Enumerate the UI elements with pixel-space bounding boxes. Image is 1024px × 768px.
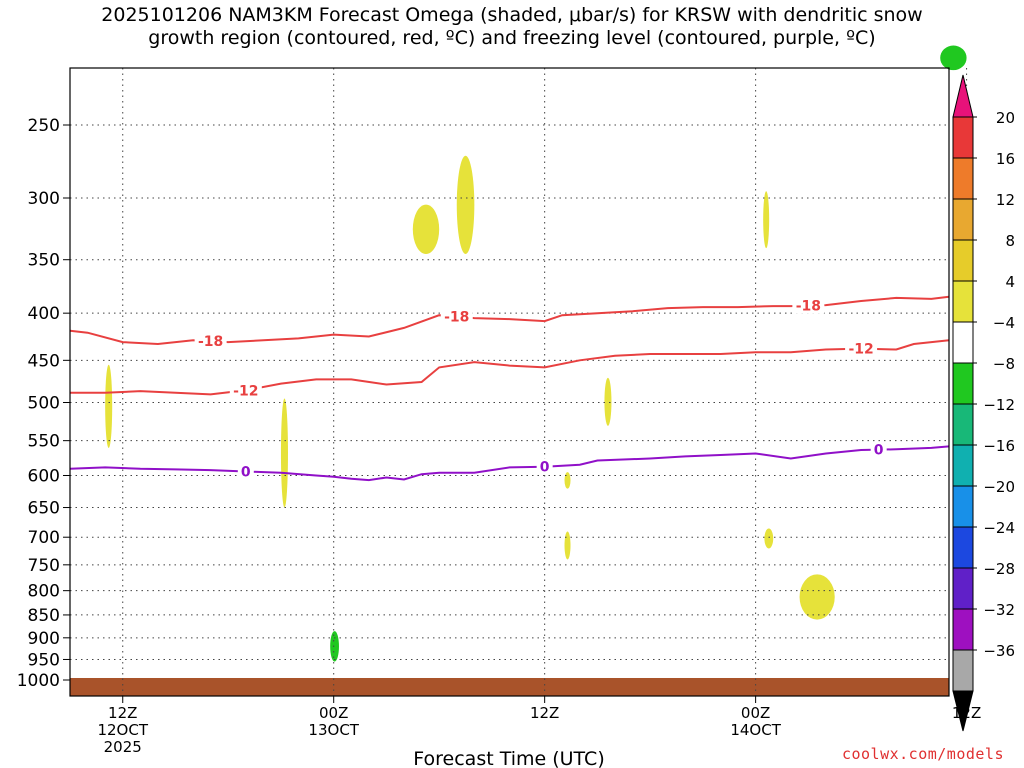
colorbar-swatch-12 (952, 608, 974, 651)
colorbar-swatch-4 (952, 280, 974, 323)
contour-label-1-1: -12 (848, 342, 873, 358)
colorbar-swatch-10 (952, 526, 974, 569)
y-tick-label-800: 800 (28, 582, 60, 602)
omega-region-0 (105, 364, 113, 448)
colorbar-label-6: −8 (993, 355, 1015, 373)
y-axis-ticks: 250 300 350 400 450 500 550 600 650 700 750 800 850 9… (17, 116, 70, 691)
y-tick-label-650: 650 (28, 499, 60, 519)
contour-label-1-0: -12 (233, 383, 258, 399)
y-tick-label-700: 700 (28, 528, 60, 548)
y-tick-label-500: 500 (28, 394, 60, 414)
colorbar-label-0: 20 (996, 109, 1015, 127)
x-tick-label-12-1: 13OCT (308, 721, 359, 739)
colorbar-swatch-0 (952, 116, 974, 159)
omega-region-4 (564, 472, 571, 489)
x-tick-label-0-1: 12OCT (97, 721, 148, 739)
surface-fill (70, 677, 949, 696)
x-tick-label-36-0: 00Z (741, 704, 770, 722)
contour-label-2-1: 0 (540, 460, 550, 476)
contour-label-0-0: -18 (198, 334, 223, 350)
omega-region-11 (940, 45, 967, 71)
omega-region-2 (412, 204, 440, 254)
omega-region-1 (280, 398, 288, 508)
colorbar-label-5: −4 (993, 314, 1015, 332)
colorbar-bottom-arrow (952, 690, 974, 732)
colorbar-label-9: −20 (983, 478, 1015, 496)
colorbar-label-10: −24 (983, 519, 1015, 537)
chart-title-line1: 2025101206 NAM3KM Forecast Omega (shaded… (101, 4, 923, 26)
y-tick-label-600: 600 (28, 466, 60, 486)
x-tick-label-0-2: 2025 (104, 738, 142, 756)
temperature-contours: -18 -18 -18 -12 -12 0 0 0 (69, 295, 950, 482)
colorbar-swatch-11 (952, 567, 974, 610)
colorbar-swatch-2 (952, 198, 974, 241)
colorbar-label-2: 12 (996, 191, 1015, 209)
y-tick-label-850: 850 (28, 606, 60, 626)
colorbar-swatch-13 (952, 649, 974, 692)
x-tick-label-24-0: 12Z (530, 704, 559, 722)
y-tick-label-950: 950 (28, 650, 60, 670)
omega-region-6 (604, 377, 612, 426)
y-tick-label-900: 900 (28, 629, 60, 649)
surface-ground (70, 677, 949, 696)
y-tick-label-450: 450 (28, 351, 60, 371)
colorbar-swatch-9 (952, 485, 974, 528)
omega-colorbar: 20 16 12 8 4 −4 −8 −12 −16 −20 −24 −28 −32 −36 (952, 74, 1015, 732)
colorbar-swatch-8 (952, 444, 974, 487)
colorbar-label-7: −12 (983, 396, 1015, 414)
colorbar-label-13: −36 (983, 642, 1015, 660)
plot-frame (69, 67, 950, 697)
omega-shaded-regions (105, 45, 967, 662)
x-tick-label-12-0: 00Z (319, 704, 348, 722)
credit-text: coolwx.com/models (841, 745, 1004, 763)
colorbar-swatch-6 (952, 362, 974, 405)
omega-region-10 (330, 631, 339, 662)
colorbar-label-3: 8 (1005, 232, 1015, 250)
x-tick-label-0-0: 12Z (108, 704, 137, 722)
colorbar-swatch-5 (952, 321, 974, 364)
y-tick-label-250: 250 (28, 116, 60, 136)
omega-region-5 (564, 531, 571, 560)
y-tick-label-550: 550 (28, 432, 60, 452)
colorbar-label-12: −32 (983, 601, 1015, 619)
contour-label-0-2: -18 (796, 299, 821, 315)
colorbar-label-8: −16 (983, 437, 1015, 455)
contour-line-1 (70, 339, 950, 396)
colorbar-top-arrow (952, 74, 974, 118)
colorbar-label-11: −28 (983, 560, 1015, 578)
contour-line-2 (69, 445, 950, 482)
omega-region-8 (764, 528, 774, 549)
colorbar-swatch-3 (952, 239, 974, 282)
x-axis-label: Forecast Time (UTC) (413, 748, 604, 768)
y-tick-label-350: 350 (28, 251, 60, 271)
omega-region-9 (799, 574, 835, 620)
contour-label-0-1: -18 (444, 310, 469, 326)
omega-region-3 (456, 155, 475, 254)
colorbar-swatch-1 (952, 157, 974, 200)
y-tick-label-300: 300 (28, 189, 60, 209)
colorbar-label-4: 4 (1005, 273, 1015, 291)
contour-label-2-2: 0 (874, 443, 884, 459)
omega-region-7 (763, 191, 770, 249)
colorbar-label-1: 16 (996, 150, 1015, 168)
y-tick-label-750: 750 (28, 556, 60, 576)
chart-title-line2: growth region (contoured, red, ºC) and f… (148, 27, 876, 49)
y-tick-label-1000: 1000 (17, 671, 60, 691)
colorbar-swatch-7 (952, 403, 974, 446)
x-tick-label-36-1: 14OCT (730, 721, 781, 739)
contour-label-2-0: 0 (241, 464, 251, 480)
y-tick-label-400: 400 (28, 304, 60, 324)
